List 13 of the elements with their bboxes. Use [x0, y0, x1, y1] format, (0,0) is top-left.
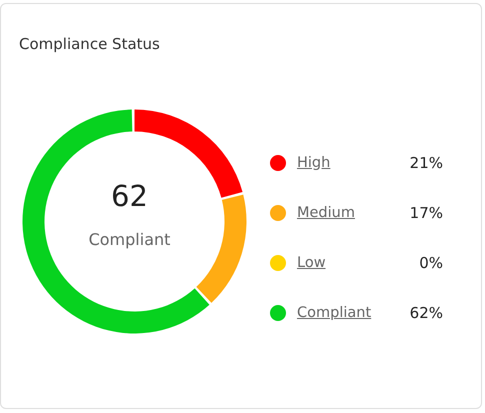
text: 0% [419, 254, 443, 272]
donut-slice [22, 110, 210, 334]
data-label: 21% [410, 152, 443, 172]
text: Compliant [88, 230, 172, 250]
data-label: 17% [410, 202, 443, 223]
text: 62 [110, 178, 149, 214]
data-label: 62% [410, 303, 443, 324]
legend-label: Medium [297, 204, 355, 223]
legend-label: High [297, 154, 330, 172]
legend-label: Compliant [297, 304, 372, 324]
chart-title: Compliance Status [19, 35, 160, 53]
legend-label: Low [297, 254, 326, 273]
donut-slice [196, 194, 246, 303]
